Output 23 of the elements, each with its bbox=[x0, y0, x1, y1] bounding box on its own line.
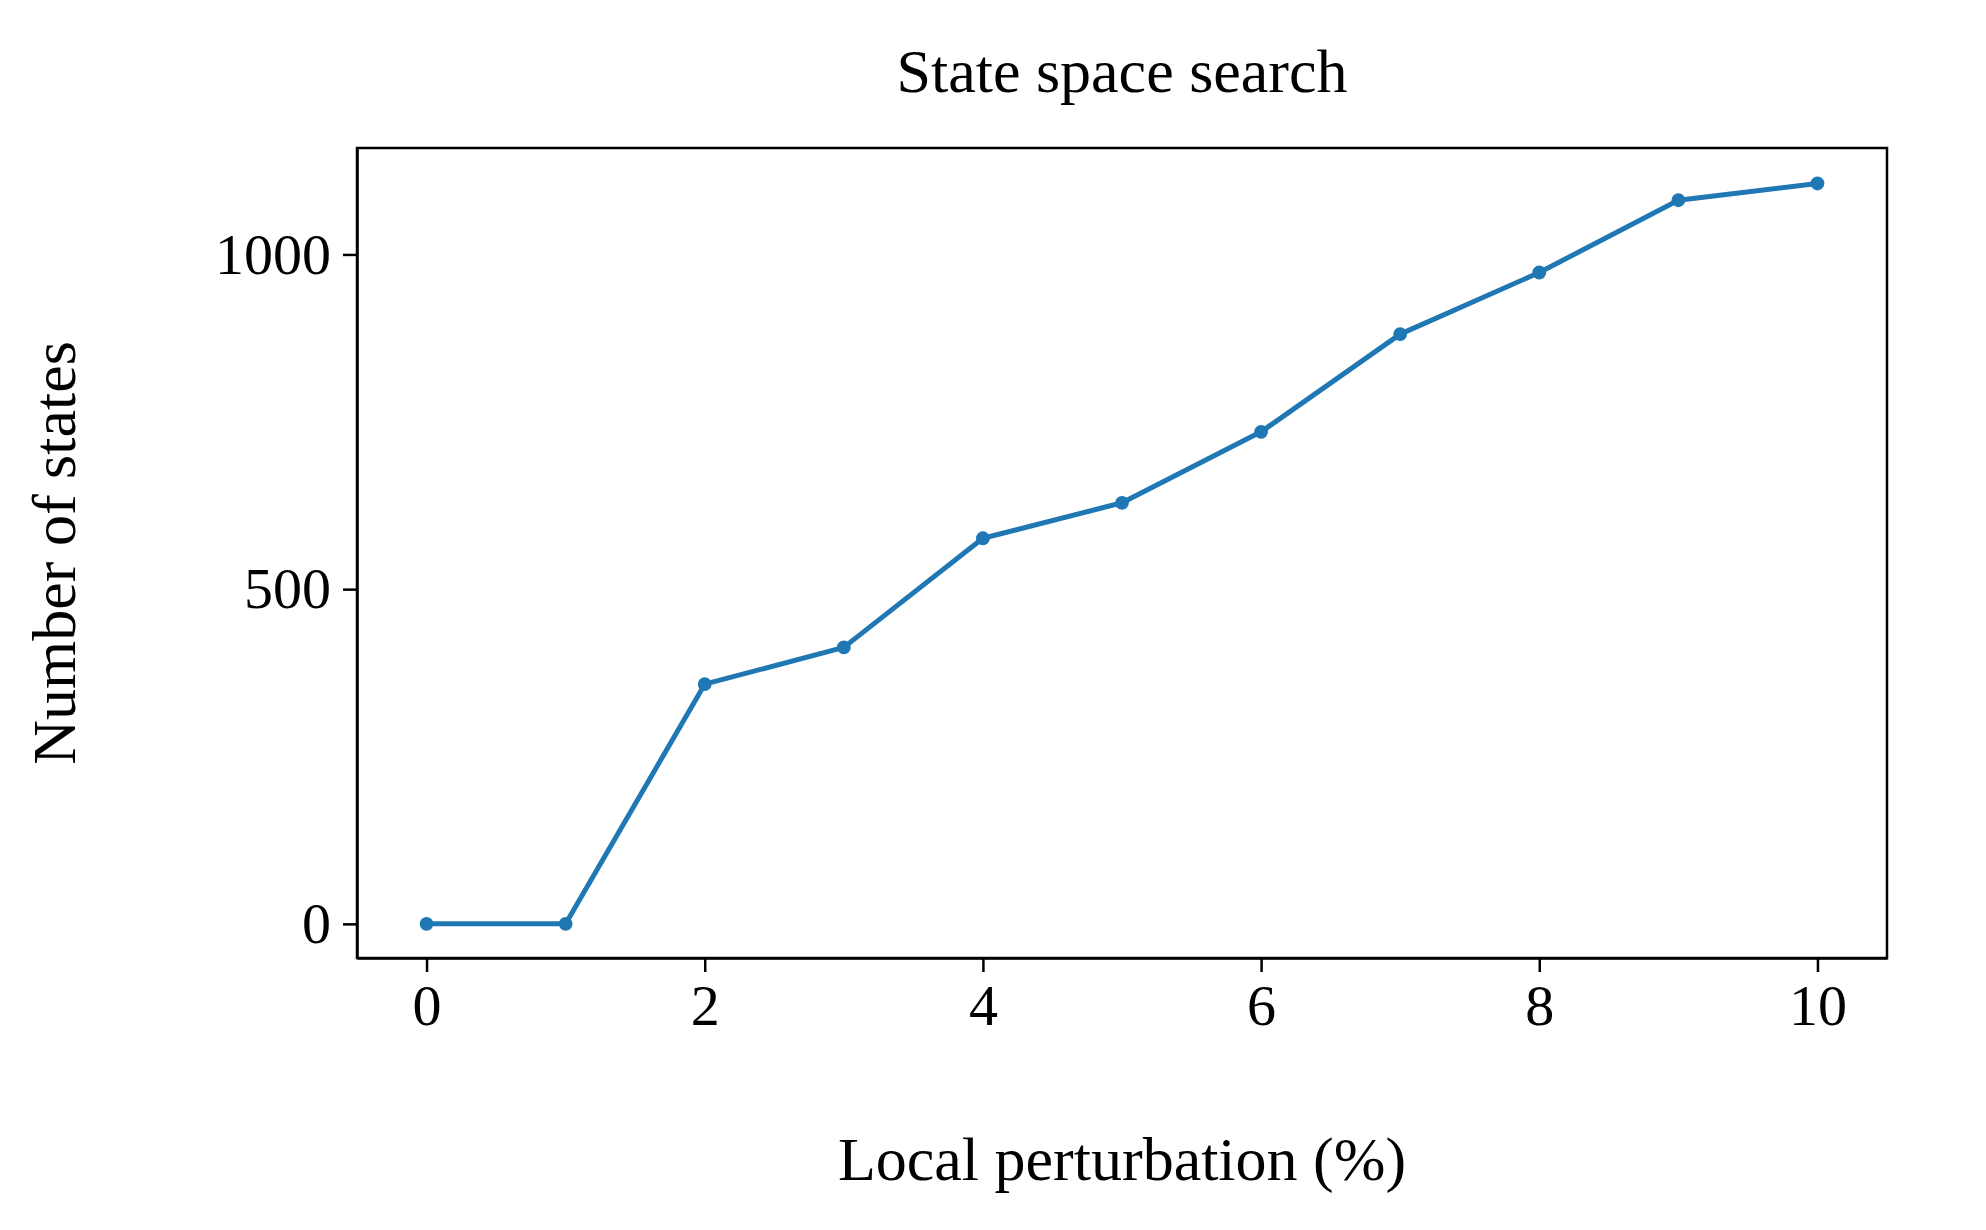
x-tick-label: 2 bbox=[690, 973, 720, 1039]
x-tick-label: 10 bbox=[1788, 973, 1847, 1039]
chart-title: State space search bbox=[896, 37, 1348, 105]
point bbox=[1810, 176, 1825, 191]
point bbox=[1115, 495, 1129, 510]
point bbox=[836, 640, 851, 655]
x-axis-title: Local perturbation (%) bbox=[837, 1125, 1407, 1194]
x-tick-label: 8 bbox=[1525, 973, 1555, 1039]
x-tick-label: 4 bbox=[968, 973, 998, 1039]
point bbox=[976, 531, 990, 546]
point bbox=[697, 677, 712, 692]
point bbox=[1532, 265, 1547, 280]
point bbox=[1671, 193, 1686, 208]
y-tick-label: 500 bbox=[244, 556, 331, 622]
point bbox=[558, 916, 573, 931]
y-axis-title: Number of states bbox=[20, 341, 88, 765]
y-tick-label: 1000 bbox=[215, 221, 331, 287]
point bbox=[1393, 327, 1408, 341]
point bbox=[419, 916, 434, 931]
point bbox=[1254, 424, 1268, 439]
x-tick-label: 6 bbox=[1247, 973, 1277, 1039]
y-tick-label: 0 bbox=[302, 890, 331, 956]
x-tick-label: 0 bbox=[412, 973, 442, 1039]
